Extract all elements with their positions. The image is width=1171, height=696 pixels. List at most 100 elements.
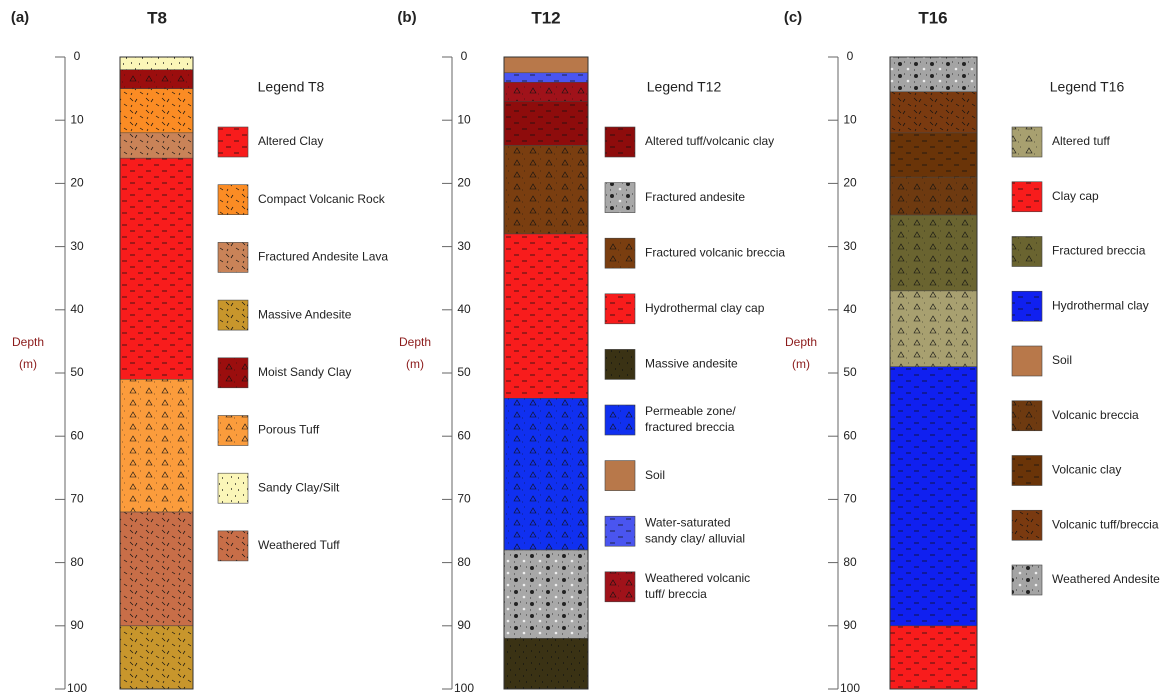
layer <box>120 379 193 512</box>
depth-label: (m) <box>406 357 424 371</box>
y-tick-label: 90 <box>70 618 84 632</box>
legend-label: Volcanic tuff/breccia <box>1052 517 1159 531</box>
legend-label: Soil <box>645 468 665 482</box>
legend-label: Fractured breccia <box>1052 244 1146 258</box>
legend-swatch <box>605 127 635 157</box>
column-title: T8 <box>147 8 167 27</box>
y-tick-label: 90 <box>457 618 471 632</box>
y-tick-label: 60 <box>70 428 84 442</box>
legend-swatch <box>605 183 635 213</box>
layer <box>504 57 588 73</box>
y-tick-label: 30 <box>457 239 471 253</box>
y-tick-label: 70 <box>843 492 857 506</box>
legend-swatch <box>605 405 635 435</box>
layer <box>120 70 193 89</box>
legend-swatch <box>1012 401 1042 431</box>
y-tick-label: 100 <box>840 681 860 695</box>
legend-swatch <box>1012 456 1042 486</box>
depth-label: Depth <box>12 335 44 349</box>
legend-label: Water-saturated <box>645 515 731 529</box>
layer <box>890 367 977 626</box>
layer <box>890 57 977 92</box>
y-tick-label: 20 <box>457 176 471 190</box>
figure: (a)T8Depth(m)0102030405060708090100Legen… <box>0 0 1171 696</box>
column-title: T16 <box>918 8 947 27</box>
legend-swatch <box>1012 237 1042 267</box>
legend-swatch <box>218 358 248 388</box>
legend-label: Moist Sandy Clay <box>258 365 351 379</box>
panel-label: (a) <box>11 9 29 26</box>
layer <box>890 626 977 689</box>
legend-swatch <box>218 127 248 157</box>
layer <box>504 73 588 82</box>
y-tick-label: 60 <box>457 428 471 442</box>
legend-label: Hydrothermal clay cap <box>645 301 765 315</box>
legend-swatch <box>1012 565 1042 595</box>
layer <box>890 133 977 177</box>
y-tick-label: 90 <box>843 618 857 632</box>
y-tick-label: 0 <box>74 49 81 63</box>
legend-swatch <box>1012 182 1042 212</box>
legend-swatch <box>218 300 248 330</box>
legend-swatch <box>1012 346 1042 376</box>
legend-label: Soil <box>1052 353 1072 367</box>
y-tick-label: 0 <box>461 49 468 63</box>
legend-label: Massive Andesite <box>258 307 352 321</box>
legend-swatch <box>218 185 248 215</box>
legend-label: Sandy Clay/Silt <box>258 480 340 494</box>
depth-label: Depth <box>399 335 431 349</box>
legend-label: Fractured andesite <box>645 190 745 204</box>
layer <box>120 133 193 158</box>
layer <box>504 145 588 233</box>
y-tick-label: 50 <box>843 365 857 379</box>
legend-swatch <box>605 238 635 268</box>
legend-label: Weathered Tuff <box>258 538 340 552</box>
y-tick-label: 40 <box>457 302 471 316</box>
depth-label: Depth <box>785 335 817 349</box>
legend-swatch <box>1012 291 1042 321</box>
legend-label: Porous Tuff <box>258 423 320 437</box>
legend-label: Altered tuff/volcanic clay <box>645 134 774 148</box>
y-tick-label: 80 <box>457 555 471 569</box>
y-tick-label: 80 <box>843 555 857 569</box>
legend-swatch <box>218 242 248 272</box>
layer <box>890 177 977 215</box>
layer <box>504 101 588 145</box>
panel-label: (b) <box>397 9 416 26</box>
y-tick-label: 100 <box>454 681 474 695</box>
layer <box>504 550 588 638</box>
legend-title: Legend T16 <box>1050 79 1125 95</box>
legend-label: Fractured Andesite Lava <box>258 250 388 264</box>
depth-label: (m) <box>19 357 37 371</box>
legend-label: tuff/ breccia <box>645 587 707 601</box>
y-tick-label: 50 <box>457 365 471 379</box>
layer <box>504 234 588 398</box>
y-tick-label: 10 <box>843 112 857 126</box>
layer <box>504 638 588 689</box>
layer <box>890 215 977 291</box>
legend-swatch <box>605 516 635 546</box>
legend-swatch <box>605 572 635 602</box>
legend-label: sandy clay/ alluvial <box>645 531 745 545</box>
y-tick-label: 100 <box>67 681 87 695</box>
layer <box>890 291 977 367</box>
y-tick-label: 10 <box>70 112 84 126</box>
depth-label: (m) <box>792 357 810 371</box>
layer <box>120 57 193 70</box>
legend-swatch <box>1012 510 1042 540</box>
y-tick-label: 10 <box>457 112 471 126</box>
y-tick-label: 70 <box>457 492 471 506</box>
layer <box>120 89 193 133</box>
layer <box>504 398 588 550</box>
legend-label: Altered tuff <box>1052 134 1110 148</box>
y-tick-label: 20 <box>70 176 84 190</box>
legend-label: Fractured volcanic breccia <box>645 245 785 259</box>
legend-title: Legend T12 <box>647 79 722 95</box>
y-tick-label: 80 <box>70 555 84 569</box>
layer <box>120 512 193 626</box>
legend-label: Permeable zone/ <box>645 404 736 418</box>
y-tick-label: 30 <box>70 239 84 253</box>
legend-label: Massive andesite <box>645 357 738 371</box>
y-tick-label: 70 <box>70 492 84 506</box>
legend-label: fractured breccia <box>645 420 735 434</box>
